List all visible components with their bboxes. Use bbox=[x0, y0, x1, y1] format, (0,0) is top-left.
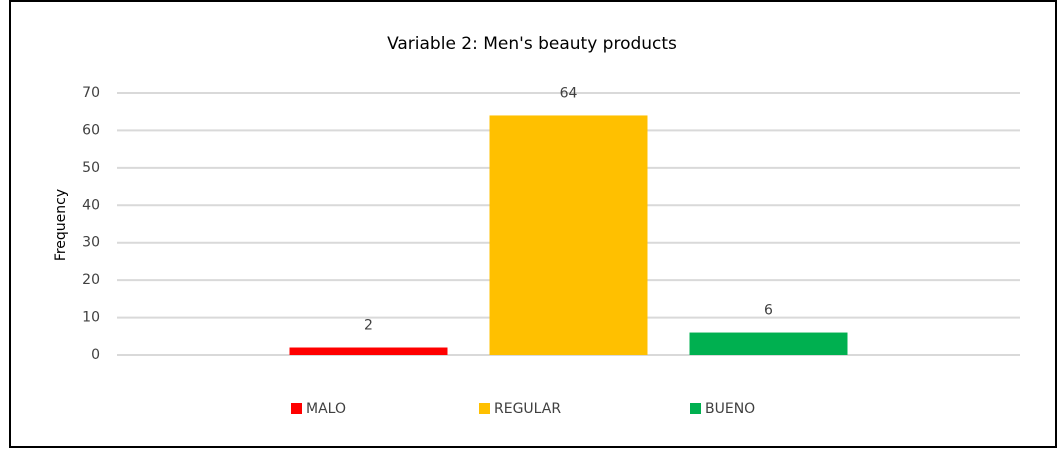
y-tick-label: 0 bbox=[91, 347, 100, 363]
chart-title: Variable 2: Men's beauty products bbox=[387, 34, 677, 54]
y-tick-label: 40 bbox=[82, 197, 100, 213]
data-label: 2 bbox=[364, 318, 373, 334]
y-axis-label: Frequency bbox=[53, 189, 69, 261]
legend-label: BUENO bbox=[705, 401, 755, 417]
data-label: 64 bbox=[560, 85, 578, 101]
bar bbox=[289, 347, 448, 355]
legend-swatch bbox=[291, 403, 302, 414]
bar bbox=[489, 115, 648, 355]
y-tick-label: 60 bbox=[82, 122, 100, 138]
legend-label: REGULAR bbox=[494, 401, 561, 417]
y-tick-label: 20 bbox=[82, 272, 100, 288]
bar bbox=[689, 332, 848, 355]
y-tick-label: 10 bbox=[82, 310, 100, 326]
y-tick-label: 70 bbox=[82, 85, 100, 101]
legend-swatch bbox=[479, 403, 490, 414]
legend-swatch bbox=[690, 403, 701, 414]
y-tick-label: 30 bbox=[82, 235, 100, 251]
y-tick-label: 50 bbox=[82, 160, 100, 176]
data-label: 6 bbox=[764, 303, 773, 319]
legend-label: MALO bbox=[306, 401, 346, 417]
